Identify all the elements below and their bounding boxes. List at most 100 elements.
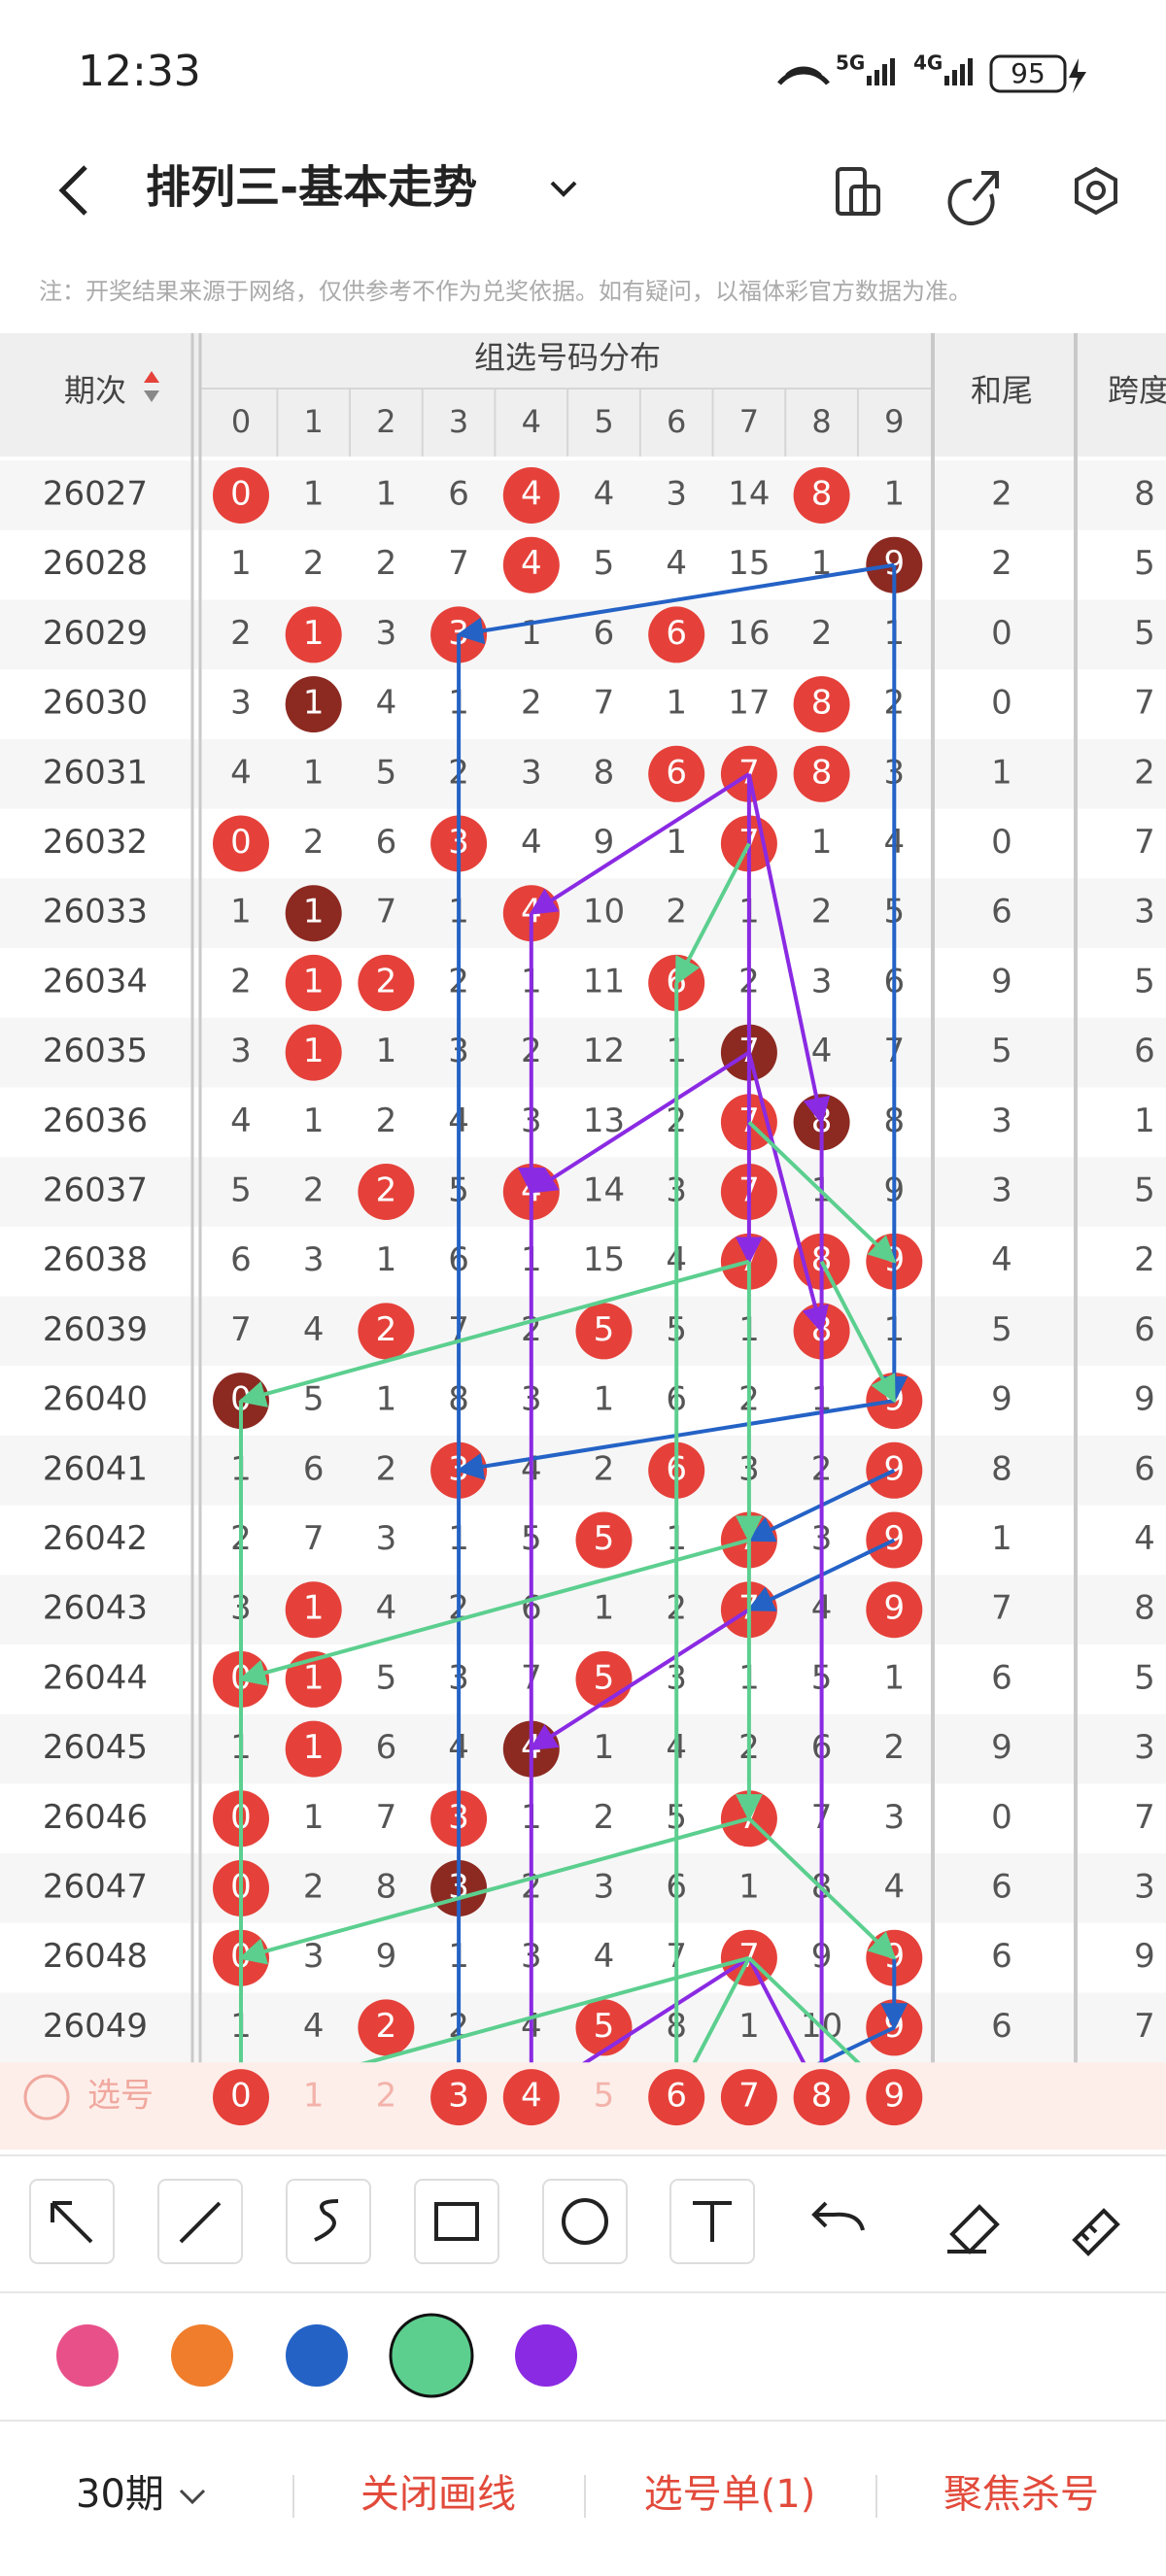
sum-tail: 8: [991, 1449, 1012, 1488]
sum-tail: 0: [991, 614, 1012, 653]
span: 7: [1134, 684, 1155, 723]
selected-ball[interactable]: [430, 2069, 488, 2126]
row-bg: [0, 1157, 1166, 1227]
period-selector[interactable]: 30期: [76, 2472, 164, 2517]
span: 5: [1134, 614, 1155, 653]
tool-button[interactable]: [542, 2179, 628, 2264]
selected-ball[interactable]: [866, 2069, 923, 2126]
row-bg: [0, 529, 1166, 600]
ball-number: 9: [883, 1519, 905, 1558]
sum-tail: 0: [991, 684, 1012, 723]
miss-count: 10: [583, 893, 625, 932]
select-digit[interactable]: 7: [738, 2077, 760, 2116]
page-title[interactable]: 排列三-基本走势: [146, 161, 477, 214]
selected-ball[interactable]: [720, 2069, 777, 2126]
miss-count: 4: [230, 1102, 252, 1140]
miss-count: 9: [376, 1937, 397, 1976]
period-dropdown[interactable]: [179, 2489, 206, 2505]
select-digit[interactable]: 0: [230, 2077, 252, 2116]
select-digit[interactable]: 5: [594, 2077, 615, 2116]
drawn-arrow: [238, 1538, 750, 1686]
miss-count: 1: [594, 1728, 615, 1767]
title-dropdown[interactable]: [550, 181, 577, 197]
miss-count: 6: [594, 614, 615, 653]
miss-count: 2: [521, 684, 542, 723]
selected-ball[interactable]: [502, 2069, 560, 2126]
selected-ball[interactable]: [793, 2069, 850, 2126]
color-swatch[interactable]: [56, 2324, 119, 2387]
column-header: 期次: [64, 372, 126, 409]
issue-number: 26047: [43, 1868, 148, 1907]
select-digit[interactable]: 8: [811, 2077, 833, 2116]
ball-number: 2: [376, 2007, 397, 2046]
circle-tool: [562, 2198, 608, 2245]
select-digit[interactable]: 3: [448, 2077, 469, 2116]
sum-tail: 6: [991, 893, 1012, 932]
miss-count: 1: [594, 1589, 615, 1628]
issue-number: 26028: [43, 544, 148, 583]
span: 6: [1134, 1032, 1155, 1070]
miss-count: 12: [583, 1032, 625, 1070]
select-digit[interactable]: 6: [666, 2077, 687, 2116]
span: 7: [1134, 2007, 1155, 2046]
drawn-ball: [213, 467, 269, 524]
ball-number: 4: [521, 544, 542, 583]
focus-kill-button[interactable]: 聚焦杀号: [943, 2472, 1099, 2517]
ball-number: 1: [303, 1658, 325, 1697]
color-swatch[interactable]: [171, 2324, 233, 2387]
miss-count: 14: [583, 1171, 625, 1210]
miss-count: 3: [230, 1032, 252, 1070]
drawn-ball: [793, 676, 850, 733]
drawn-arrow: [819, 1260, 897, 1404]
tool-button[interactable]: [157, 2179, 243, 2264]
color-swatch[interactable]: [389, 2313, 474, 2398]
layout-button[interactable]: [836, 167, 880, 216]
miss-count: 16: [728, 614, 770, 653]
tool-button[interactable]: [669, 2179, 755, 2264]
tool-button[interactable]: [414, 2179, 499, 2264]
close-lines-button[interactable]: 关闭画线: [360, 2472, 516, 2517]
select-digit[interactable]: 2: [376, 2077, 397, 2116]
miss-count: 1: [303, 753, 325, 792]
ball-number: 1: [303, 893, 325, 932]
miss-count: 4: [230, 753, 252, 792]
sum-tail: 1: [991, 753, 1012, 792]
tool-button[interactable]: [286, 2179, 371, 2264]
settings-button[interactable]: [1075, 166, 1117, 216]
share-button[interactable]: [947, 171, 999, 225]
sort-icon[interactable]: [144, 390, 159, 402]
clear-button[interactable]: [1072, 2208, 1120, 2256]
miss-count: 2: [303, 544, 325, 583]
tool-button[interactable]: [29, 2179, 115, 2264]
miss-count: 1: [666, 684, 687, 723]
miss-count: 1: [811, 823, 833, 862]
issue-number: 26029: [43, 614, 148, 653]
miss-count: 1: [376, 1240, 397, 1279]
select-digit[interactable]: 1: [303, 2077, 325, 2116]
color-swatch[interactable]: [286, 2324, 348, 2387]
column-header: 和尾: [971, 372, 1033, 409]
selected-ball[interactable]: [213, 2069, 269, 2126]
pick-list-button[interactable]: 选号单(1): [644, 2472, 816, 2517]
back-button[interactable]: [58, 165, 87, 216]
signal-icon: [867, 58, 895, 85]
select-digit[interactable]: 4: [521, 2077, 542, 2116]
span: 7: [1134, 823, 1155, 862]
selected-ball[interactable]: [648, 2069, 705, 2126]
sort-icon[interactable]: [144, 371, 159, 383]
digit-header: 8: [811, 403, 831, 440]
ball-number: 5: [594, 1310, 615, 1349]
select-digit[interactable]: 9: [883, 2077, 905, 2116]
drawn-ball: [285, 1720, 342, 1778]
toolbar-bg: [0, 2154, 1166, 2292]
color-swatch[interactable]: [515, 2324, 577, 2387]
select-radio[interactable]: [23, 2074, 70, 2120]
row-bg: [0, 738, 1166, 809]
eraser-button[interactable]: [947, 2204, 1000, 2254]
undo-button[interactable]: [811, 2201, 865, 2231]
arrow-tool: [51, 2201, 93, 2244]
ball-number: 5: [594, 1519, 615, 1558]
drawn-ball: [648, 606, 705, 663]
miss-count: 5: [376, 753, 397, 792]
